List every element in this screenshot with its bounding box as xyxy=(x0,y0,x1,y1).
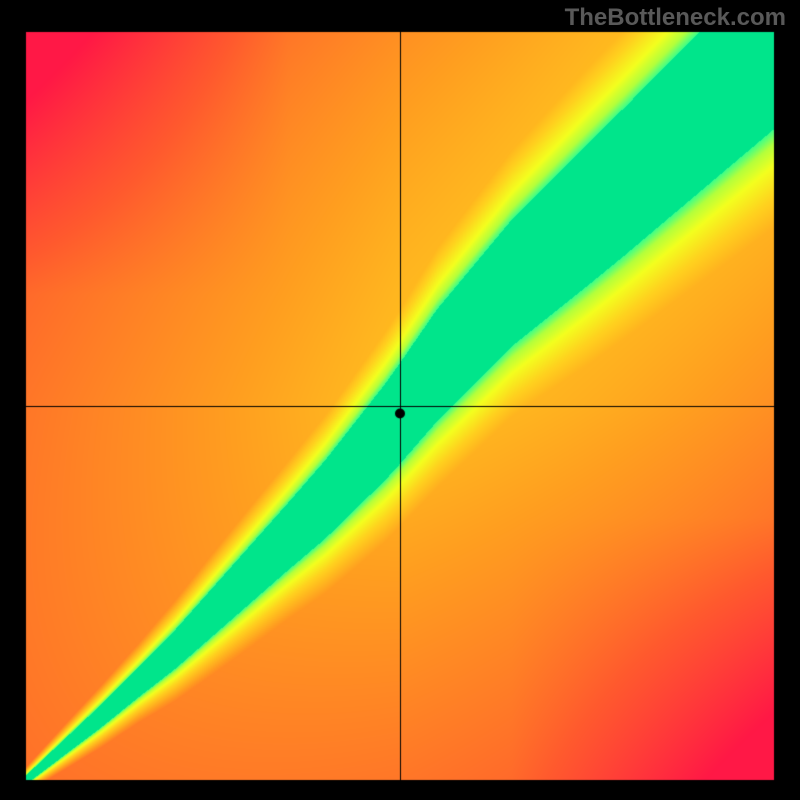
watermark-text: TheBottleneck.com xyxy=(565,4,786,32)
bottleneck-heatmap xyxy=(0,0,800,800)
chart-container: TheBottleneck.com xyxy=(0,0,800,800)
